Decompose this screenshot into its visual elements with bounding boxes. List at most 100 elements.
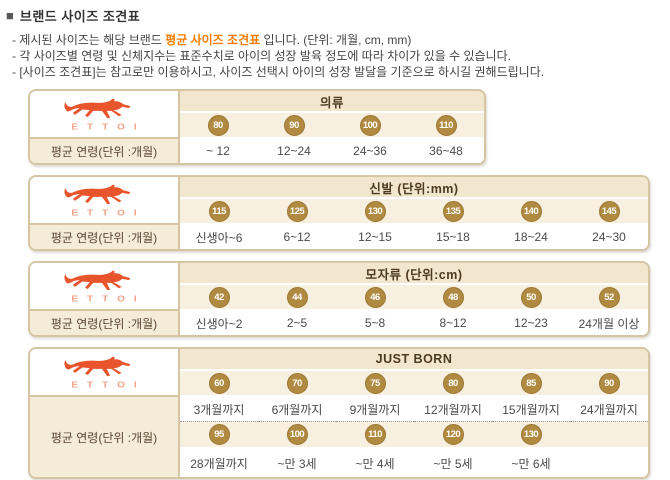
brand-logotype: ETTOI	[71, 380, 146, 390]
size-badge: 130	[520, 424, 542, 445]
size-badge: 120	[442, 424, 464, 445]
age-value: 12~15	[358, 230, 392, 244]
size-table-clothing: ETTOI 의류 80 ~ 12 90 12~24 100 24~36 110 36~48 평균 연…	[28, 89, 486, 165]
size-badge: 90	[283, 114, 305, 136]
brand-logotype: ETTOI	[71, 122, 146, 132]
note-text: - [사이즈 조견표]는 참고로만 이용하시고, 사이즈 선택시 아이의 성장 …	[12, 65, 545, 79]
table-title-just-born: JUST BORN	[180, 349, 648, 371]
size-badge: 80	[207, 114, 229, 136]
size-badge: 42	[208, 286, 230, 308]
square-bullet-icon: ■	[6, 8, 14, 23]
note-text: 입니다. (단위: 개월, cm, mm)	[260, 33, 412, 47]
size-badge-cell: 100	[332, 113, 408, 139]
age-value: 신생아~2	[195, 316, 243, 331]
size-badge: 44	[286, 286, 308, 308]
size-badge: 46	[364, 286, 386, 308]
size-badge: 125	[286, 200, 308, 222]
note-text: - 제시된 사이즈는 해당 브랜드	[12, 33, 166, 47]
table-title-hats: 모자류 (단위:cm)	[180, 263, 648, 285]
size-badge-cell: 70	[258, 371, 336, 397]
age-value: 3개월까지	[193, 402, 245, 417]
age-value-cell	[570, 449, 648, 477]
size-badge-cell: 125	[258, 199, 336, 225]
size-badge-cell	[570, 421, 648, 449]
age-value: 24개월까지	[580, 402, 638, 417]
size-badge: 100	[286, 424, 308, 445]
size-badge: 50	[520, 286, 542, 308]
age-value: 신생아~6	[195, 230, 243, 245]
size-badge-cell: 46	[336, 285, 414, 311]
age-value-cell: ~만 4세	[336, 449, 414, 477]
age-value: 12개월까지	[424, 402, 482, 417]
size-badge-cell: 85	[492, 371, 570, 397]
size-chart-notes: - 제시된 사이즈는 해당 브랜드 평균 사이즈 조견표 입니다. (단위: 개…	[6, 32, 670, 80]
size-badge-cell: 135	[414, 199, 492, 225]
age-value: 15~18	[436, 230, 470, 244]
age-value-cell: ~만 6세	[492, 449, 570, 477]
age-value-cell: 24개월 이상	[570, 311, 648, 335]
horse-icon	[64, 184, 131, 204]
page-title-row: ■ 브랜드 사이즈 조견표	[6, 6, 670, 25]
age-value-cell: 12~15	[336, 225, 414, 249]
brand-logotype: ETTOI	[71, 294, 146, 304]
row-label: 평균 연령(단위 :개월)	[30, 139, 180, 163]
age-value: 12~23	[514, 316, 548, 330]
age-value: 8~12	[439, 316, 467, 330]
size-badge: 52	[598, 286, 620, 308]
age-value-cell: 5~8	[336, 311, 414, 335]
age-value: ~만 5세	[433, 456, 473, 471]
page-title: 브랜드 사이즈 조견표	[19, 9, 141, 24]
note-line: - 각 사이즈별 연령 및 신체지수는 표준수치로 아이의 성장 발육 정도에 …	[12, 48, 670, 64]
age-value: 9개월까지	[349, 402, 401, 417]
age-value-cell: 9개월까지	[336, 397, 414, 421]
brand-logo: ETTOI	[30, 91, 180, 139]
size-badge-cell: 60	[180, 371, 258, 397]
brand-logo: ETTOI	[30, 177, 180, 225]
size-badge: 70	[286, 372, 308, 394]
age-value: 2~5	[286, 316, 308, 330]
age-value: 6~12	[283, 230, 311, 244]
age-value-cell: 8~12	[414, 311, 492, 335]
age-value-cell: 12~23	[492, 311, 570, 335]
age-value-cell: 12개월까지	[414, 397, 492, 421]
size-badge-cell: 48	[414, 285, 492, 311]
size-table-just-born: ETTOI JUST BORN 60 3개월까지 70 6개월까지 75 9개월까지 80 12개…	[28, 347, 650, 479]
age-value: 24~36	[353, 144, 387, 158]
size-badge-cell: 110	[408, 113, 484, 139]
age-value-cell: 6개월까지	[258, 397, 336, 421]
age-value-cell: 24~36	[332, 139, 408, 163]
age-value: 12~24	[277, 144, 311, 158]
size-tables: ETTOI 의류 80 ~ 12 90 12~24 100 24~36 110 36~48 평균 연…	[28, 89, 670, 479]
age-value: 24개월 이상	[578, 316, 640, 331]
size-badge: 110	[435, 114, 457, 136]
size-badge: 100	[359, 114, 381, 136]
note-text: - 각 사이즈별 연령 및 신체지수는 표준수치로 아이의 성장 발육 정도에 …	[12, 49, 511, 63]
age-value-cell: 24개월까지	[570, 397, 648, 421]
age-value-cell: 24~30	[570, 225, 648, 249]
age-value-cell: 6~12	[258, 225, 336, 249]
size-badge-cell: 95	[180, 421, 258, 449]
size-badge: 80	[442, 372, 464, 394]
size-badge-cell: 110	[336, 421, 414, 449]
age-value: 15개월까지	[502, 402, 560, 417]
horse-icon	[64, 356, 131, 376]
size-badge: 75	[364, 372, 386, 394]
size-badge: 90	[598, 372, 620, 394]
note-line: - [사이즈 조견표]는 참고로만 이용하시고, 사이즈 선택시 아이의 성장 …	[12, 64, 670, 80]
age-value: ~만 4세	[355, 456, 395, 471]
brand-logotype: ETTOI	[71, 208, 146, 218]
table-title-clothing: 의류	[180, 91, 484, 113]
horse-icon	[64, 270, 131, 290]
age-value-cell: ~만 5세	[414, 449, 492, 477]
brand-logo: ETTOI	[30, 349, 180, 397]
size-badge-cell: 130	[336, 199, 414, 225]
size-badge-cell: 145	[570, 199, 648, 225]
size-badge: 145	[598, 200, 620, 222]
age-value-cell: 신생아~6	[180, 225, 258, 249]
size-badge-cell: 90	[256, 113, 332, 139]
age-value: ~ 12	[206, 144, 230, 158]
row-label: 평균 연령(단위 :개월)	[30, 311, 180, 335]
size-badge: 95	[208, 424, 230, 445]
size-table-hats: ETTOI 모자류 (단위:cm) 42 신생아~2 44 2~5 46 5~8 48 8~12 5…	[28, 261, 650, 337]
table-title-shoes: 신발 (단위:mm)	[180, 177, 648, 199]
